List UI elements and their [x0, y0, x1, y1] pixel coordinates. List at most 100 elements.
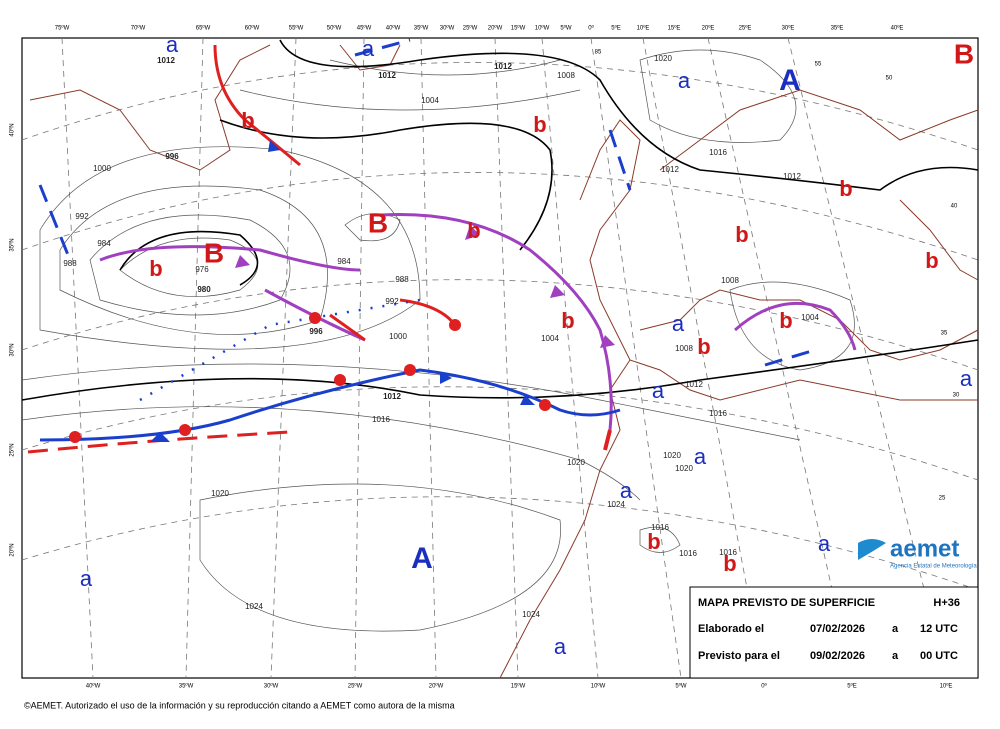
isobar-label: 1012	[685, 380, 703, 389]
pressure-center: a	[80, 566, 93, 591]
pressure-center: a	[620, 478, 633, 503]
isobar-label: 988	[63, 259, 77, 268]
latitude-label: 40ºN	[9, 123, 16, 136]
isobar-label: 1000	[93, 164, 111, 173]
isobar-label: 1008	[557, 71, 575, 80]
info-cell: a	[892, 650, 899, 662]
isobar-label: 1016	[709, 409, 727, 418]
isobar-label: 1020	[567, 458, 585, 467]
pressure-center: B	[368, 207, 388, 238]
info-title: MAPA PREVISTO DE SUPERFICIE	[698, 597, 875, 609]
isobar-label: 1000	[389, 332, 407, 341]
longitude-label: 60ºW	[245, 25, 260, 32]
longitude-label: 50ºW	[327, 25, 342, 32]
longitude-label: 55ºW	[289, 25, 304, 32]
info-box	[689, 586, 979, 679]
pressure-center: A	[411, 542, 433, 575]
latitude-label: 25	[939, 496, 946, 502]
longitude-label: 35ºW	[179, 683, 194, 690]
isobar-label: 984	[97, 239, 111, 248]
isobar-label: 1016	[709, 148, 727, 157]
longitude-label: 0º	[588, 25, 594, 32]
pressure-center: B	[954, 38, 974, 69]
longitude-label: 65ºW	[196, 25, 211, 32]
longitude-label: 15ºE	[668, 25, 681, 32]
isobar-label: 996	[309, 327, 323, 336]
fronts	[27, 38, 857, 454]
isobar-label: 984	[337, 257, 351, 266]
info-cell: Elaborado el	[698, 623, 764, 635]
longitude-label: 25ºW	[463, 25, 478, 32]
longitude-label: 35ºW	[414, 25, 429, 32]
latitude-label: 25ºN	[9, 443, 16, 456]
isobar-label: 1020	[654, 54, 672, 63]
latitude-label: 35	[941, 331, 948, 337]
longitude-label: 10ºE	[940, 683, 953, 690]
longitude-label: 20ºW	[488, 25, 503, 32]
isobar-label: 1008	[721, 276, 739, 285]
pressure-center: a	[960, 366, 973, 391]
isobar-label: 1016	[679, 549, 697, 558]
latitude-label: 20ºN	[9, 543, 16, 556]
info-cell: 09/02/2026	[810, 650, 865, 662]
isobar-label: 1012	[378, 71, 396, 80]
longitude-label: 40ºE	[891, 25, 904, 32]
longitude-label: 5ºW	[560, 25, 572, 32]
longitude-label: 30ºE	[782, 25, 795, 32]
isobar-label: 1020	[675, 464, 693, 473]
pressure-center: b	[241, 108, 254, 133]
isobar-label: 1004	[541, 334, 559, 343]
latitude-label: 55	[815, 62, 822, 68]
pressure-center: b	[149, 256, 162, 281]
isobar-label: 988	[395, 275, 409, 284]
isobar-label: 1020	[211, 489, 229, 498]
info-cell: a	[892, 623, 899, 635]
pressure-center: b	[697, 334, 710, 359]
pressure-center: b	[723, 551, 736, 576]
isobar-label: 1016	[372, 415, 390, 424]
isobar-label: 1004	[421, 96, 439, 105]
footer-copyright: ©AEMET. Autorizado el uso de la informac…	[24, 700, 455, 710]
isobar-label: 1016	[719, 548, 737, 557]
isobar-label: 976	[195, 265, 209, 274]
info-cell: Previsto para el	[698, 650, 780, 662]
pressure-center: b	[561, 308, 574, 333]
isobar-label: 992	[385, 297, 399, 306]
isobar-label: 980	[197, 285, 211, 294]
pressure-center: a	[166, 32, 179, 57]
pressure-center: b	[779, 308, 792, 333]
longitude-label: 30ºW	[264, 683, 279, 690]
info-cell: 00 UTC	[920, 650, 958, 662]
longitude-label: 20ºE	[702, 25, 715, 32]
isobar-label: 1024	[522, 610, 540, 619]
pressure-center: B	[204, 237, 224, 268]
latitude-label: 30	[953, 393, 960, 399]
longitude-label: 15ºW	[511, 25, 526, 32]
longitude-label: 5ºW	[675, 683, 687, 690]
lead-time: H+36	[933, 597, 960, 609]
isobar-label: 1012	[157, 56, 175, 65]
longitude-label: 10ºW	[535, 25, 550, 32]
isobar-label: 1024	[245, 602, 263, 611]
longitude-label: 10ºW	[591, 683, 606, 690]
latitude-label: 30ºN	[9, 343, 16, 356]
map-frame	[21, 37, 979, 679]
pressure-center: a	[362, 36, 375, 61]
longitude-label: 40ºW	[386, 25, 401, 32]
longitude-label: 20ºW	[429, 683, 444, 690]
longitude-label: 15ºW	[511, 683, 526, 690]
pressure-center: b	[533, 112, 546, 137]
longitude-label: 25ºE	[739, 25, 752, 32]
pressure-center: b	[735, 222, 748, 247]
isobar-label: 1024	[607, 500, 625, 509]
pressure-center: a	[672, 311, 685, 336]
isobar-label: 1016	[651, 523, 669, 532]
isobar-label: 996	[165, 152, 179, 161]
graticule	[21, 37, 979, 679]
pressure-center: b	[925, 248, 938, 273]
isobar-label: 1012	[783, 172, 801, 181]
pressure-center: a	[818, 531, 831, 556]
longitude-label: 75ºW	[55, 25, 70, 32]
pressure-center: b	[647, 529, 660, 554]
